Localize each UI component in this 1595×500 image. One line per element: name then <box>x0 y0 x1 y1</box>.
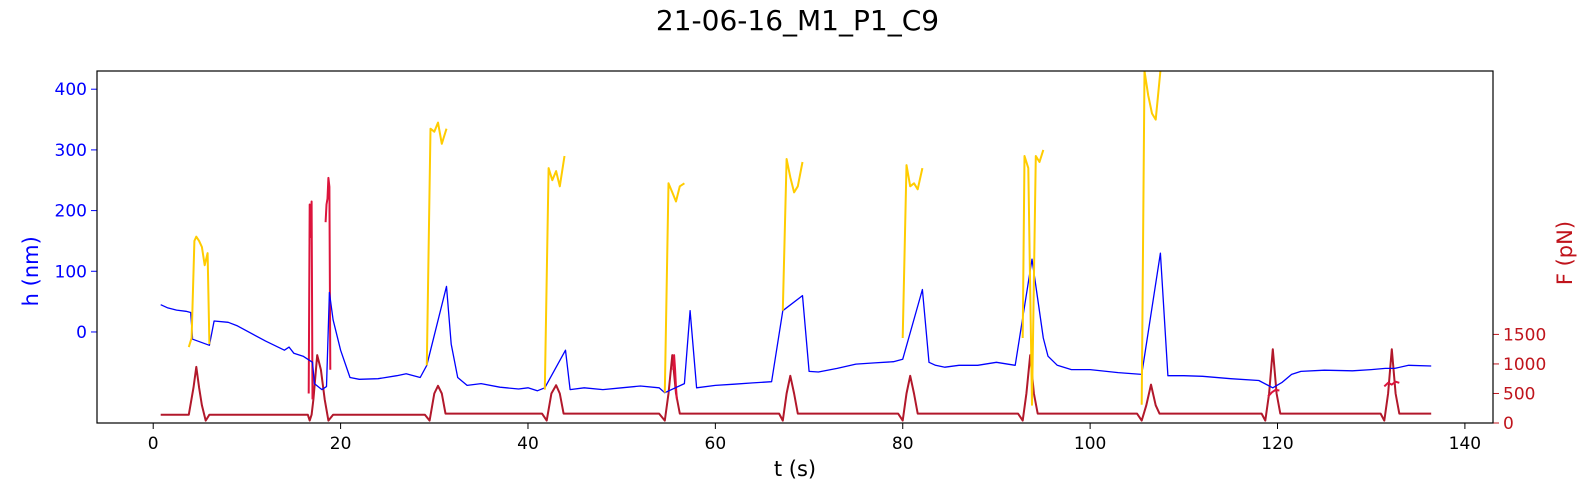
series-1-segment-2 <box>543 155 566 390</box>
y-left-tick-label: 100 <box>55 262 87 282</box>
series-0-line <box>160 252 1432 394</box>
series-1-segment-0 <box>187 235 211 348</box>
series-3-segment-0 <box>307 200 314 400</box>
y-left-tick-label: 200 <box>55 202 87 222</box>
y-right-tick-label: 0 <box>1503 414 1514 434</box>
chart-title: 21-06-16_M1_P1_C9 <box>655 4 940 37</box>
series-3-segment-2 <box>672 354 678 400</box>
y-right-tick-label: 500 <box>1503 384 1535 404</box>
y-right-tick-label: 1500 <box>1503 325 1546 345</box>
series-1-segment-3 <box>663 182 685 393</box>
x-tick-label: 60 <box>705 434 727 454</box>
y-left-tick-label: 0 <box>76 323 87 343</box>
series-1-segment-7 <box>1140 71 1162 405</box>
x-tick-label: 100 <box>1074 434 1106 454</box>
x-tick-label: 0 <box>148 434 159 454</box>
x-tick-label: 80 <box>892 434 914 454</box>
series-2-line <box>160 348 1432 422</box>
x-axis-label: t (s) <box>774 457 816 481</box>
x-tick-label: 140 <box>1449 434 1481 454</box>
series-1-segment-1 <box>425 121 448 366</box>
y-left-axis-label: h (nm) <box>19 236 43 306</box>
x-tick-label: 40 <box>517 434 539 454</box>
x-tick-label: 120 <box>1261 434 1293 454</box>
series-1-segment-4 <box>781 158 804 311</box>
y-left-tick-label: 300 <box>55 141 87 161</box>
plot-frame <box>96 70 1494 424</box>
series-1-segment-5 <box>901 164 924 339</box>
series-3-segment-3 <box>1267 388 1280 398</box>
plot-area <box>97 71 1493 423</box>
x-tick-label: 20 <box>330 434 352 454</box>
series-3-segment-4 <box>1383 380 1400 388</box>
series-1-segment-6 <box>1021 149 1045 406</box>
series-3-segment-1 <box>324 176 332 370</box>
y-right-axis-label: F (pN) <box>1553 221 1577 285</box>
y-right-tick-label: 1000 <box>1503 355 1546 375</box>
y-left-tick-label: 400 <box>55 80 87 100</box>
